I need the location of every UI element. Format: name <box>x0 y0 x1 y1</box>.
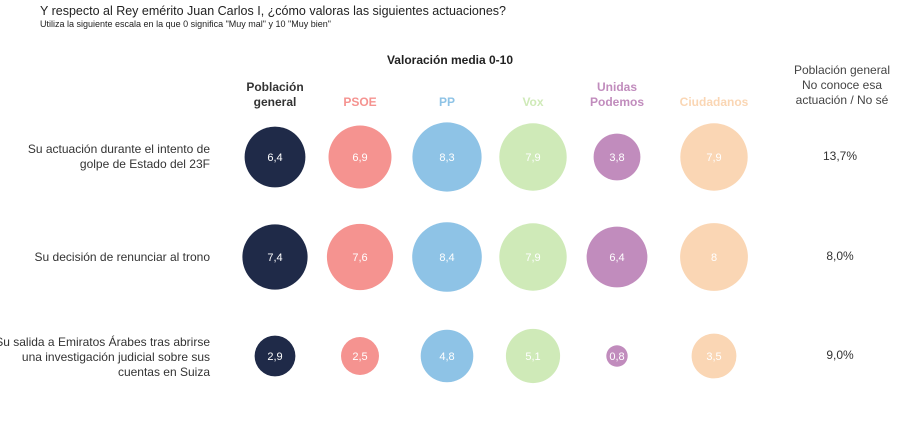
bubble-value-label: 3,5 <box>706 351 721 363</box>
bubble <box>420 329 474 383</box>
row-label: Su salida a Emiratos Árabes tras abrirse… <box>0 335 210 380</box>
bubble <box>680 223 748 291</box>
bubble <box>244 126 306 188</box>
column-header-line: PSOE <box>343 95 377 109</box>
column-header-line: PP <box>438 95 455 109</box>
bubble-value-label: 7,4 <box>267 252 282 264</box>
bubble-value-label: 6,4 <box>609 252 624 264</box>
no-sabe-column-header: Población general No conoce esa actuació… <box>772 63 900 108</box>
column-header: Población general <box>225 80 325 110</box>
row-label-line: cuentas en Suiza <box>117 364 210 379</box>
bubble <box>593 133 641 181</box>
no-sabe-header-line: actuación / No sé <box>795 93 889 107</box>
column-header: Ciudadanos <box>664 95 764 110</box>
bubble-value-label: 8,3 <box>439 152 454 164</box>
bubble <box>412 222 482 292</box>
bubble <box>328 125 392 189</box>
bubble <box>412 122 482 192</box>
bubble-value-label: 7,9 <box>706 152 721 164</box>
column-header-line: Población <box>246 80 304 94</box>
bubble-value-label: 3,8 <box>609 152 624 164</box>
no-sabe-value: 13,7% <box>822 149 858 163</box>
bubble-value-label: 6,9 <box>352 152 367 164</box>
no-sabe-header-line: No conoce esa <box>801 78 883 92</box>
bubble <box>254 335 296 377</box>
chart-title: Y respecto al Rey emérito Juan Carlos I,… <box>40 4 506 18</box>
chart-subtitle: Utiliza la siguiente escala en la que 0 … <box>40 19 331 29</box>
bubble-value-label: 2,9 <box>267 351 282 363</box>
bubble-value-label: 8,4 <box>439 252 454 264</box>
column-header-line: Unidas <box>596 80 637 94</box>
bubble <box>499 123 567 191</box>
column-header-line: Podemos <box>589 95 644 109</box>
bubble <box>326 223 394 291</box>
row-label-line: Su salida a Emiratos Árabes tras abrirse <box>0 334 210 349</box>
bubble-value-label: 8 <box>711 252 717 264</box>
bubble <box>691 333 737 379</box>
row-label: Su decisión de renunciar al trono <box>0 250 210 265</box>
bubble <box>505 328 561 384</box>
no-sabe-value: 9,0% <box>826 348 854 362</box>
bubble-value-label: 6,4 <box>267 152 282 164</box>
bubble <box>586 226 648 288</box>
bubble-value-label: 2,5 <box>352 351 367 363</box>
row-label-line: una investigación judicial sobre sus <box>21 349 210 364</box>
bubble <box>606 345 628 367</box>
column-header: PP <box>397 95 497 110</box>
row-label-line: Su decisión de renunciar al trono <box>34 249 210 264</box>
scale-title: Valoración media 0-10 <box>386 53 514 67</box>
no-sabe-value: 8,0% <box>826 249 854 263</box>
bubble-value-label: 7,9 <box>525 152 540 164</box>
column-header: Vox <box>483 95 583 110</box>
bubble-value-label: 7,9 <box>525 252 540 264</box>
column-header: Unidas Podemos <box>567 80 667 110</box>
bubble <box>499 223 567 291</box>
bubble <box>341 337 379 375</box>
bubble <box>680 123 748 191</box>
row-label-line: golpe de Estado del 23F <box>79 157 210 171</box>
bubble-value-label: 0,8 <box>609 351 624 363</box>
no-sabe-header-line: Población general <box>793 63 891 77</box>
bubble-value-label: 5,1 <box>525 351 540 363</box>
column-header: PSOE <box>310 95 410 110</box>
bubble-value-label: 7,6 <box>352 252 367 264</box>
column-header-line: Ciudadanos <box>679 95 749 109</box>
bubble-value-label: 4,8 <box>439 351 454 363</box>
column-header-line: Vox <box>522 95 544 109</box>
column-header-line: general <box>253 95 297 109</box>
row-label: Su actuación durante el intento de golpe … <box>0 142 210 172</box>
bubble <box>242 224 308 290</box>
row-label-line: Su actuación durante el intento de <box>27 142 210 156</box>
